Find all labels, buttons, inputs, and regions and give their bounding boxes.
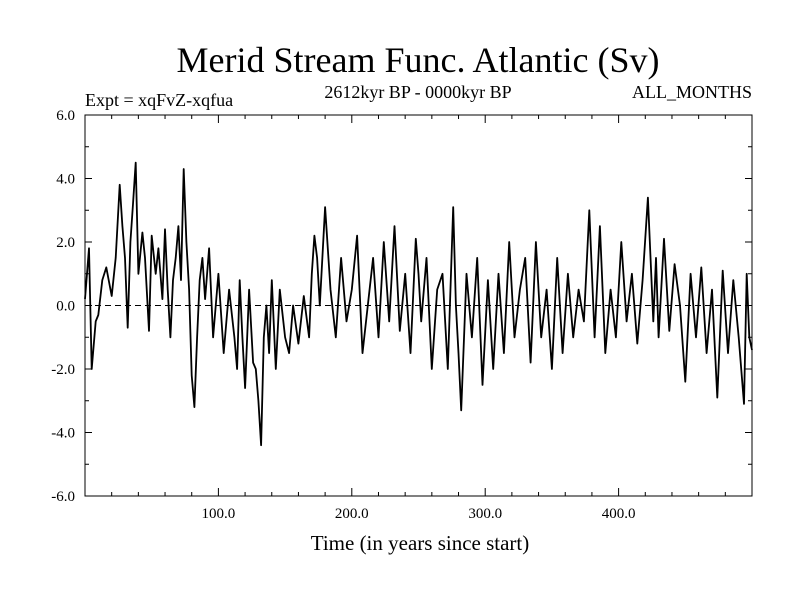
subtitle-right: ALL_MONTHS xyxy=(632,82,752,102)
y-tick-label: -4.0 xyxy=(51,426,75,442)
x-tick-label: 200.0 xyxy=(335,506,369,522)
y-tick-label: 2.0 xyxy=(56,235,75,251)
y-tick-label: -2.0 xyxy=(51,362,75,378)
plot-area: 6.0 4.0 2.0 0.0 -2.0 -4.0 -6.0 100.0 200.0 300.0 4… xyxy=(51,108,753,522)
y-tick-label: 6.0 xyxy=(56,108,75,124)
x-tick-label: 100.0 xyxy=(202,506,236,522)
x-axis-label: Time (in years since start) xyxy=(311,531,530,555)
y-tick-label: -6.0 xyxy=(51,489,75,505)
y-tick-label: 4.0 xyxy=(56,172,75,188)
subtitle-center: 2612kyr BP - 0000kyr BP xyxy=(324,82,511,102)
chart-title: Merid Stream Func. Atlantic (Sv) xyxy=(177,40,660,80)
x-tick-label: 300.0 xyxy=(468,506,502,522)
x-tick-label: 400.0 xyxy=(602,506,636,522)
y-tick-label: 0.0 xyxy=(56,299,75,315)
series-line xyxy=(84,161,753,447)
subtitle-left: Expt = xqFvZ-xqfua xyxy=(85,90,233,110)
